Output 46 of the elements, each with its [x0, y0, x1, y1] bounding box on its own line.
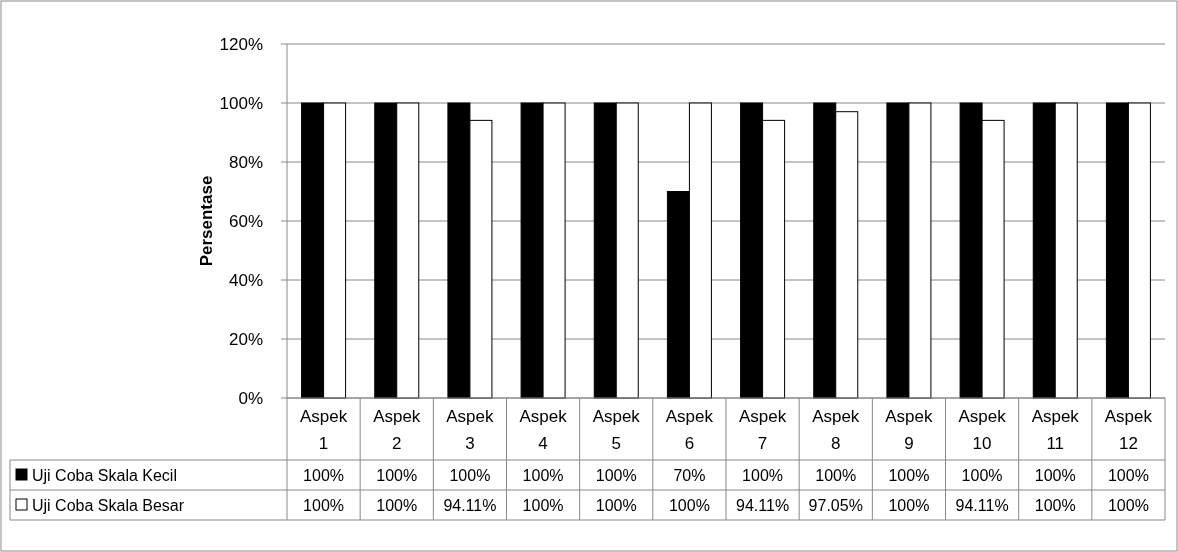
x-tick-label: Aspek 6: [665, 407, 714, 453]
data-label: 100%: [742, 466, 784, 484]
data-label: 100%: [1107, 496, 1149, 514]
y-tick-label: 20%: [228, 329, 263, 349]
data-label: 100%: [961, 466, 1003, 484]
legend-label: Uji Coba Skala Besar: [32, 496, 185, 514]
data-label: 100%: [522, 466, 564, 484]
data-label: 100%: [1034, 496, 1076, 514]
x-tick-label: Aspek 4: [519, 407, 568, 453]
x-tick-label: Aspek 1: [299, 407, 348, 453]
data-label: 94.11%: [955, 496, 1009, 514]
data-label: 100%: [303, 496, 345, 514]
x-tick-label: Aspek 3: [446, 407, 495, 453]
y-tick-label: 40%: [228, 270, 263, 290]
data-label: 97.05%: [808, 496, 863, 514]
data-label: 94.11%: [736, 496, 790, 514]
x-tick-label: Aspek 11: [1031, 407, 1080, 453]
legend-label: Uji Coba Skala Kecil: [32, 466, 177, 484]
data-label: 100%: [376, 466, 418, 484]
y-tick-label: 120%: [219, 34, 263, 54]
data-label: 100%: [376, 496, 418, 514]
data-label: 100%: [449, 466, 491, 484]
data-label: 100%: [1107, 466, 1149, 484]
data-label: 94.11%: [443, 496, 497, 514]
data-label: 100%: [595, 496, 637, 514]
x-tick-label: Aspek 7: [738, 407, 787, 453]
data-label: 100%: [668, 496, 710, 514]
y-tick-label: 100%: [219, 93, 263, 113]
data-label: 100%: [303, 466, 345, 484]
y-axis-title: Persentase: [197, 175, 216, 267]
data-label: 100%: [522, 496, 564, 514]
x-tick-label: Aspek 10: [958, 407, 1007, 453]
data-label: 100%: [815, 466, 857, 484]
y-tick-label: 60%: [228, 211, 263, 231]
x-tick-label: Aspek 8: [812, 407, 860, 453]
data-label: 100%: [888, 496, 930, 514]
x-tick-label: Aspek 2: [373, 407, 421, 453]
data-label: 70%: [673, 466, 706, 484]
y-tick-label: 0%: [238, 388, 263, 408]
data-label: 100%: [888, 466, 930, 484]
y-tick-label: 80%: [228, 152, 263, 172]
x-tick-label: Aspek 12: [1104, 407, 1153, 453]
data-label: 100%: [1034, 466, 1076, 484]
x-tick-label: Aspek 5: [592, 407, 641, 453]
data-label: 100%: [595, 466, 637, 484]
x-tick-label: Aspek 9: [885, 407, 934, 453]
